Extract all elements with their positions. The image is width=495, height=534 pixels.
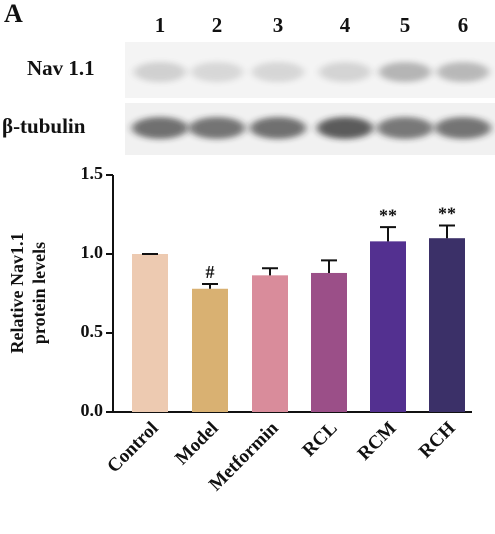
error-bar: [380, 226, 396, 242]
lane-number: 4: [340, 13, 351, 37]
blot-band: [437, 62, 489, 82]
x-tick-label: RCM: [354, 418, 401, 465]
bar: [252, 275, 288, 412]
blot-band: [134, 62, 186, 82]
blot-band: [189, 117, 245, 139]
blot-band: [435, 117, 491, 139]
panel-label: A: [4, 0, 23, 28]
bar: [132, 254, 168, 412]
blot-band: [319, 62, 371, 82]
blot-band: [317, 117, 373, 139]
lane-number: 3: [273, 13, 284, 37]
row-label: Nav 1.1: [27, 56, 95, 80]
bar: [311, 272, 347, 412]
x-tick-label: RCL: [298, 418, 341, 461]
row-label: β-tubulin: [2, 114, 86, 138]
blot-band: [252, 62, 304, 82]
significance-mark: **: [379, 205, 397, 225]
error-bar: [262, 267, 278, 276]
y-tick-label: 1.5: [81, 163, 104, 183]
blot-band: [250, 117, 306, 139]
blot-band: [132, 117, 188, 139]
y-axis-label-line: Relative Nav1.1: [7, 233, 27, 354]
significance-mark: **: [438, 204, 456, 224]
y-axis-label-line: protein levels: [29, 242, 49, 344]
bar: [370, 241, 406, 412]
x-tick-label: Control: [103, 418, 162, 477]
lane-number: 1: [155, 13, 166, 37]
x-tick-label: RCH: [415, 418, 460, 463]
error-bar: [202, 283, 218, 289]
lane-number: 2: [212, 13, 223, 37]
y-axis-label: Relative Nav1.1 protein levels: [7, 233, 49, 354]
significance-mark: #: [206, 262, 215, 282]
lane-number: 6: [458, 13, 469, 37]
error-bar: [439, 224, 455, 239]
lane-number: 5: [400, 13, 411, 37]
bar: [429, 238, 465, 412]
blot-band: [379, 62, 431, 82]
blot-strip: [125, 42, 495, 98]
blot-band: [377, 117, 433, 139]
y-tick-label: 0.0: [81, 400, 104, 420]
y-tick-label: 1.0: [81, 242, 104, 262]
error-bar: [321, 259, 337, 273]
bar: [192, 288, 228, 412]
blot-band: [191, 62, 243, 82]
x-tick-label: Model: [171, 418, 222, 469]
y-tick-label: 0.5: [81, 321, 104, 341]
